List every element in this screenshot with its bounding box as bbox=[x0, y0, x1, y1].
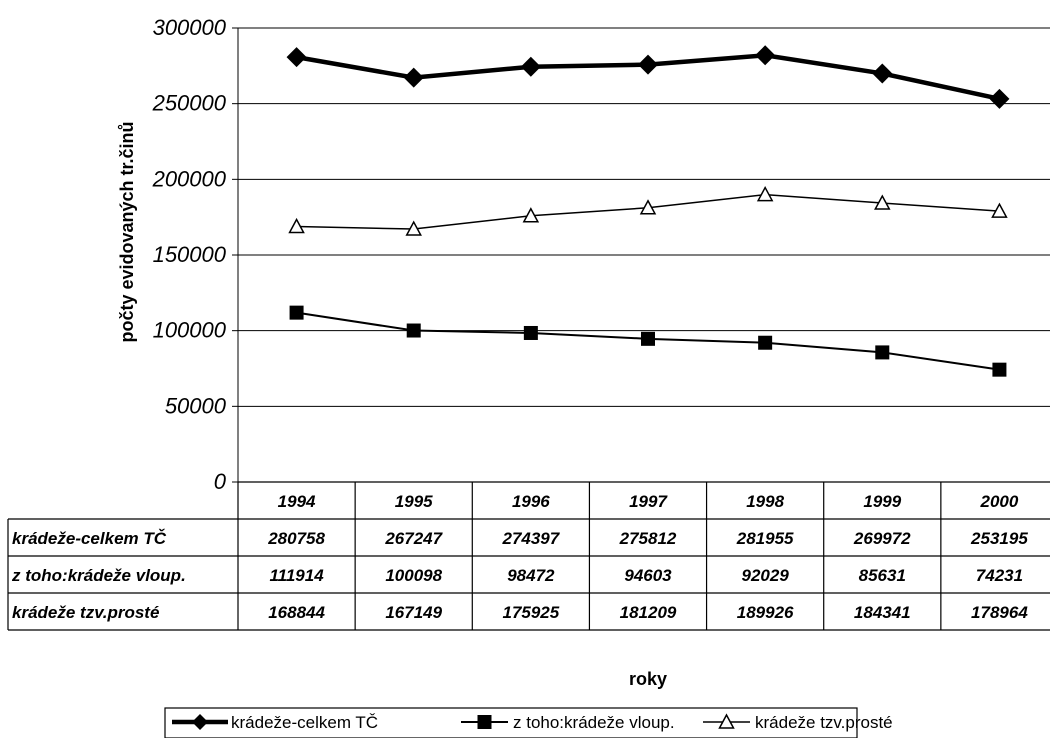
table-row-label: z toho:krádeže vloup. bbox=[11, 566, 186, 585]
table-cell: 74231 bbox=[976, 566, 1023, 585]
table-cell: 275812 bbox=[619, 529, 677, 548]
x-tick-label: 1995 bbox=[395, 492, 433, 511]
x-tick-label: 1994 bbox=[278, 492, 316, 511]
x-tick-label: 1998 bbox=[746, 492, 784, 511]
legend: krádeže-celkem TČ z toho:krádeže vloup. kr… bbox=[165, 708, 893, 738]
legend-label: krádeže tzv.prosté bbox=[755, 713, 893, 732]
series-triangle bbox=[290, 188, 1007, 235]
y-axis-ticks: 0 50000 100000 150000 200000 250000 300000 bbox=[152, 15, 227, 494]
y-tick-label: 150000 bbox=[153, 242, 227, 267]
data-point bbox=[758, 336, 772, 350]
y-tick-label: 300000 bbox=[153, 15, 227, 40]
data-point bbox=[287, 47, 307, 67]
y-tick-label: 100000 bbox=[153, 318, 227, 343]
data-point bbox=[521, 57, 541, 77]
y-tick-label: 0 bbox=[214, 469, 227, 494]
table-cell: 267247 bbox=[384, 529, 443, 548]
table-row-label: krádeže tzv.prosté bbox=[12, 603, 159, 622]
series bbox=[287, 45, 1010, 376]
data-point bbox=[755, 45, 775, 65]
table-cell: 94603 bbox=[624, 566, 672, 585]
table-cell: 253195 bbox=[970, 529, 1028, 548]
x-tick-label: 1996 bbox=[512, 492, 550, 511]
table-cell: 98472 bbox=[507, 566, 555, 585]
table-cell: 281955 bbox=[736, 529, 794, 548]
y-tick-label: 200000 bbox=[152, 166, 227, 191]
table-cell: 92029 bbox=[742, 566, 790, 585]
series-square bbox=[290, 306, 1007, 377]
table-cell: 269972 bbox=[853, 529, 911, 548]
x-tick-label: 1999 bbox=[863, 492, 901, 511]
table-cell: 168844 bbox=[268, 603, 325, 622]
table-cell: 85631 bbox=[859, 566, 906, 585]
data-point bbox=[407, 324, 421, 338]
data-point bbox=[875, 345, 889, 359]
table-cell: 184341 bbox=[854, 603, 911, 622]
data-point bbox=[524, 326, 538, 340]
gridlines bbox=[232, 28, 1050, 482]
data-table: 1994 1995 1996 1997 1998 1999 2000 krádeže-celk… bbox=[8, 482, 1050, 630]
y-axis-title: počty evidovaných tr.činů bbox=[117, 121, 137, 342]
data-point bbox=[989, 89, 1009, 109]
table-cell: 111914 bbox=[269, 566, 324, 585]
table-row-label: krádeže-celkem TČ bbox=[12, 529, 167, 548]
y-tick-label: 50000 bbox=[165, 393, 227, 418]
y-tick-label: 250000 bbox=[152, 91, 227, 116]
table-cell: 274397 bbox=[501, 529, 560, 548]
table-cell: 175925 bbox=[502, 603, 559, 622]
table-cell: 178964 bbox=[971, 603, 1028, 622]
series-diamond bbox=[287, 45, 1010, 109]
table-cell: 100098 bbox=[385, 566, 442, 585]
table-cell: 181209 bbox=[620, 603, 677, 622]
data-point bbox=[872, 63, 892, 83]
legend-marker bbox=[478, 715, 492, 729]
data-point bbox=[992, 363, 1006, 377]
x-tick-label: 2000 bbox=[980, 492, 1019, 511]
legend-label: z toho:krádeže vloup. bbox=[513, 713, 675, 732]
x-tick-label: 1997 bbox=[629, 492, 668, 511]
x-axis-title: roky bbox=[629, 669, 667, 689]
table-cell: 280758 bbox=[267, 529, 325, 548]
data-point bbox=[641, 332, 655, 346]
data-point bbox=[758, 188, 772, 201]
table-cell: 167149 bbox=[385, 603, 442, 622]
data-point bbox=[638, 55, 658, 75]
data-point bbox=[404, 68, 424, 88]
legend-label: krádeže-celkem TČ bbox=[231, 713, 378, 732]
data-point bbox=[290, 306, 304, 320]
table-cell: 189926 bbox=[737, 603, 794, 622]
